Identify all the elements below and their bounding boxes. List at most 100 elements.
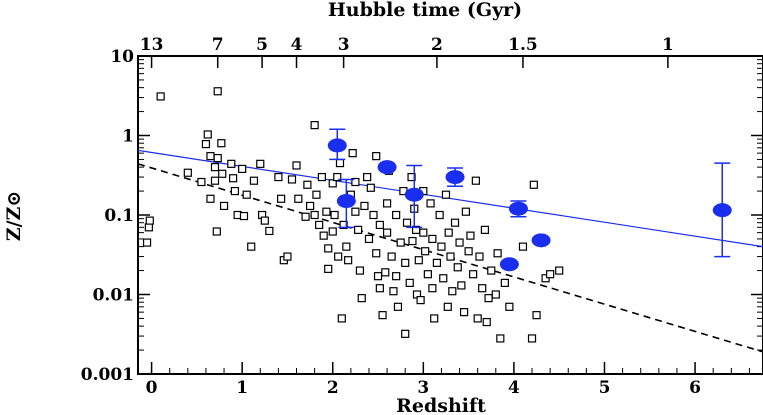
open-square-point [469,270,478,279]
open-square-point [319,231,328,240]
open-square-point [322,207,331,216]
open-square-point [455,238,464,247]
y-tick-label: 0.001 [81,365,134,385]
open-square-point [360,201,369,211]
open-square-point [348,149,357,158]
open-square-point [459,308,469,317]
open-square-point [330,210,339,220]
open-square-point [496,334,505,343]
open-square-point [428,234,437,244]
open-square-point [441,190,451,199]
plot-border [137,55,763,375]
x-tick-label: 1 [236,378,248,398]
filled-circle-point [404,187,424,202]
x-tick-label: 0 [146,378,158,398]
open-square-point [364,234,374,244]
open-square-point [277,194,286,203]
open-square-point [471,176,480,185]
open-square-point [423,270,432,279]
open-square-point [369,210,378,220]
open-square-point [219,201,229,211]
open-square-point [315,220,324,230]
filled-circle-point [445,170,465,185]
open-square-point [381,268,390,277]
open-square-point [210,176,220,185]
open-square-point [453,263,462,272]
open-square-point [213,153,222,163]
open-square-point [444,228,453,237]
open-square-point [426,199,435,208]
open-square-point [466,231,475,240]
open-square-point [473,314,482,323]
open-square-point [201,139,211,149]
open-square-point [414,256,423,265]
open-square-point [229,174,238,183]
open-square-point [375,284,384,293]
y-tick-label: 0.01 [93,286,134,306]
open-square-point [287,175,297,184]
open-square-point [505,302,514,311]
open-square-point [351,177,360,187]
open-square-point [283,252,292,261]
open-square-point [372,152,381,161]
open-square-point [401,258,410,267]
top-tick-label: 1 [662,35,674,55]
open-square-point [518,242,528,251]
open-square-point [500,278,509,287]
open-square-point [306,201,315,211]
top-tick-label: 1.5 [508,35,538,55]
open-square-point [405,278,414,287]
open-square-point [337,314,346,323]
open-square-point [437,242,446,251]
open-square-point [482,317,491,327]
filled-circle-points [327,128,732,272]
open-square-point [435,210,444,220]
open-square-point [230,186,240,196]
open-square-point [527,334,537,343]
filled-circle-point [508,201,528,216]
open-square-point [416,296,425,305]
open-square-point [247,242,256,251]
open-square-point [310,121,319,130]
open-square-point [355,266,365,275]
open-square-point [401,329,410,338]
open-square-point [421,247,430,256]
x-tick-label: 5 [599,378,611,398]
open-square-point [448,287,457,296]
open-square-point [142,238,152,247]
open-square-point [260,216,269,225]
x-tick-label: 4 [508,378,520,398]
open-square-point [457,281,466,290]
top-tick-label: 7 [212,35,224,55]
open-square-point [389,287,398,296]
open-square-point [344,256,353,265]
open-square-point [363,172,372,182]
open-square-point [238,164,247,174]
open-square-point [375,220,384,230]
filled-circle-point [327,138,347,153]
x-tick-label: 3 [417,378,429,398]
x-tick-label: 6 [689,378,701,398]
open-square-point [256,159,265,168]
open-square-point [156,92,165,101]
tick-labels: 0 1 2 3 4 5 6 0.001 0.01 0.1 1 10 13 7 5 4 3 2 1.5 1 [81,35,701,398]
open-square-point [335,158,345,168]
open-square-point [443,302,452,311]
open-square-point [212,227,221,236]
open-square-point [317,172,326,182]
open-square-point [439,274,448,283]
open-square-point [351,207,360,216]
open-square-point [339,220,348,230]
open-square-point [145,216,154,225]
open-square-point [333,172,342,182]
y-axis-title: Z/Z⊙ [3,191,25,242]
axis-ticks [138,55,763,375]
open-square-point [555,266,564,275]
open-square-point [419,228,428,237]
open-square-point [354,225,363,234]
open-square-point [428,284,437,293]
open-square-point [392,210,401,220]
y-tick-label: 0.1 [104,206,134,226]
open-square-point [546,270,555,279]
